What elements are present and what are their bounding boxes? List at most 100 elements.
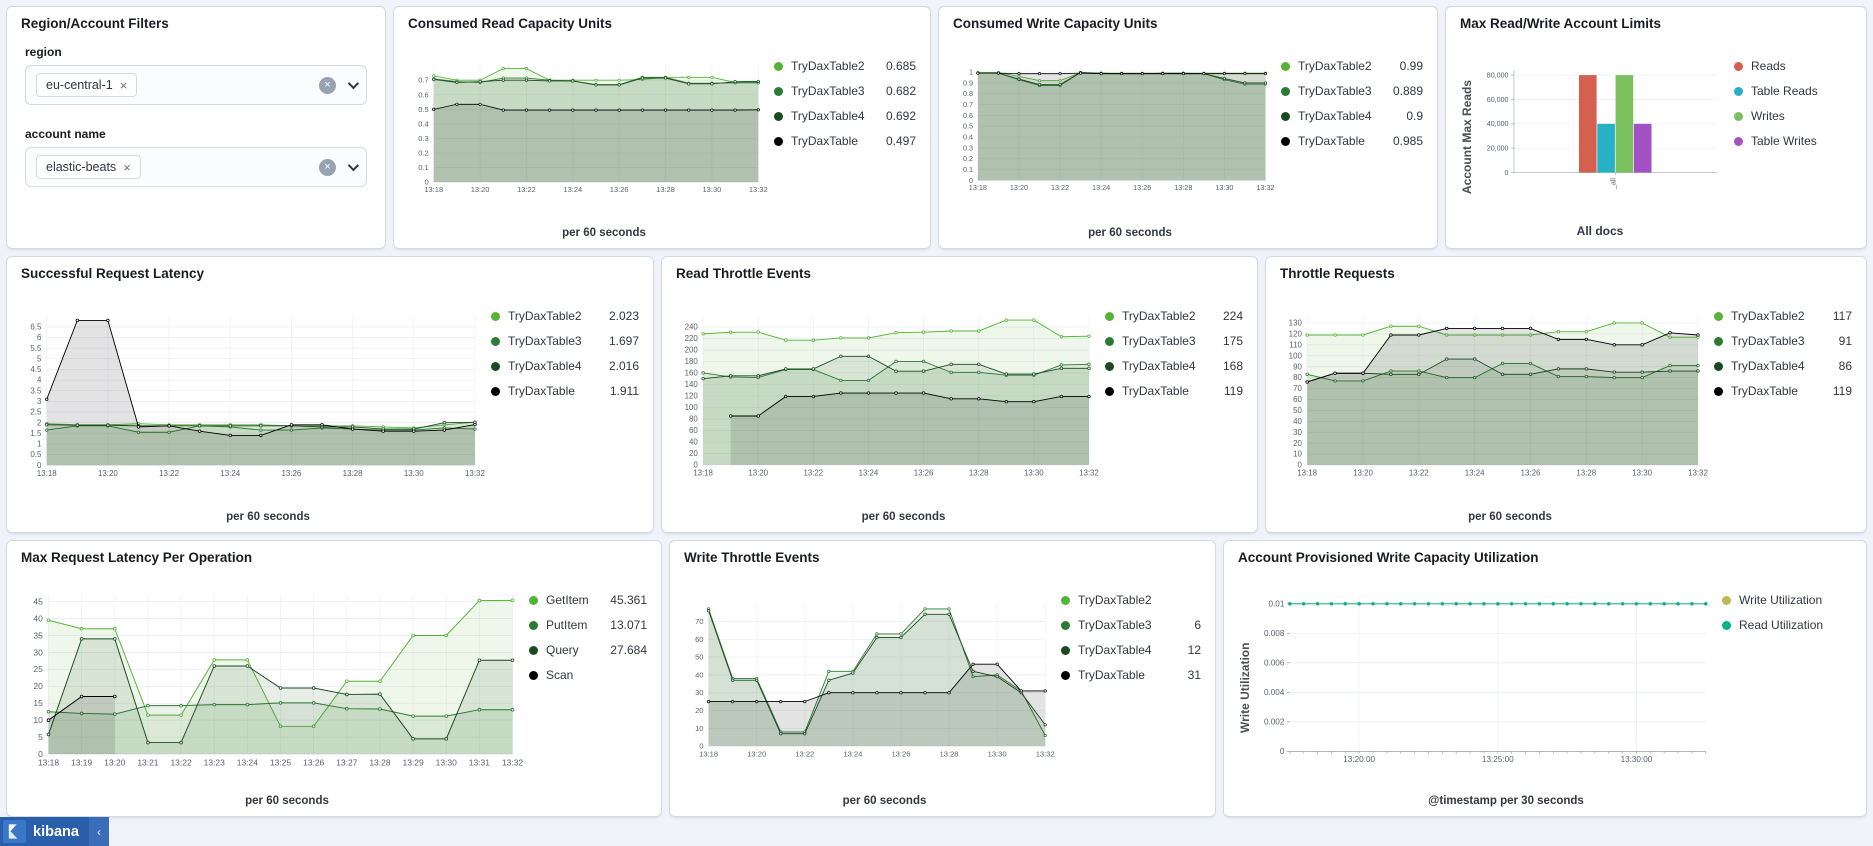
svg-text:90: 90 (1293, 362, 1302, 371)
legend-item-trydaxtable3[interactable]: TryDaxTable3 0.682 (774, 84, 916, 98)
svg-text:15: 15 (33, 698, 43, 708)
legend-series-label: GetItem (546, 593, 589, 607)
legend-item-read-utilization[interactable]: Read Utilization (1722, 618, 1852, 632)
svg-text:80: 80 (689, 415, 698, 424)
legend-item-trydaxtable4[interactable]: TryDaxTable4 0.692 (774, 109, 916, 123)
svg-text:10: 10 (1293, 450, 1302, 459)
legend-item-trydaxtable2[interactable]: TryDaxTable2 2.023 (491, 309, 639, 323)
kibana-brand-label: kibana (33, 823, 79, 840)
legend-series-dot-icon (1061, 620, 1070, 630)
legend-series-dot-icon (774, 86, 783, 96)
svg-text:3: 3 (37, 397, 42, 406)
legend-series-label: TryDaxTable4 (1078, 643, 1152, 657)
legend-series-dot-icon (774, 61, 783, 71)
clear-selection-icon[interactable]: × (319, 158, 336, 176)
svg-text:13:31: 13:31 (469, 757, 490, 767)
legend-item-trydaxtable[interactable]: TryDaxTable 0.985 (1281, 134, 1423, 148)
legend-item-trydaxtable4[interactable]: TryDaxTable4 0.9 (1281, 109, 1423, 123)
kibana-brand[interactable]: kibana (0, 817, 89, 846)
chevron-down-icon[interactable] (347, 159, 360, 172)
svg-text:13:28: 13:28 (343, 469, 363, 478)
account-name-field: account name elastic-beats × × (25, 127, 367, 187)
svg-text:60,000: 60,000 (1487, 96, 1509, 104)
legend-item-writes[interactable]: Writes (1734, 109, 1852, 123)
svg-text:13:22: 13:22 (170, 757, 191, 767)
region-field: region eu-central-1 × × (25, 45, 367, 105)
account-name-combobox[interactable]: elastic-beats × × (25, 147, 367, 187)
legend-item-trydaxtable3[interactable]: TryDaxTable3 6 (1061, 618, 1201, 632)
legend-item-trydaxtable4[interactable]: TryDaxTable4 168 (1105, 359, 1243, 373)
legend-item-trydaxtable[interactable]: TryDaxTable 0.497 (774, 134, 916, 148)
dashboard-grid: Region/Account Filters region eu-central… (6, 6, 1867, 817)
x-axis-label: per 60 seconds (861, 511, 946, 523)
remove-chip-icon[interactable]: × (119, 77, 128, 93)
chevron-down-icon[interactable] (347, 77, 360, 90)
panel-title: Consumed Write Capacity Units (953, 16, 1158, 31)
legend-item-putitem[interactable]: PutItem 13.071 (529, 618, 647, 632)
legend-item-trydaxtable2[interactable]: TryDaxTable2 0.685 (774, 59, 916, 73)
legend-item-trydaxtable[interactable]: TryDaxTable 119 (1714, 384, 1852, 398)
svg-text:40: 40 (33, 613, 43, 623)
collapse-nav-button[interactable]: ‹ (88, 817, 109, 846)
svg-text:110: 110 (1289, 340, 1302, 349)
legend-item-trydaxtable4[interactable]: TryDaxTable4 86 (1714, 359, 1852, 373)
svg-text:13:29: 13:29 (402, 757, 423, 767)
panel-consumed-write-capacity: Consumed Write Capacity Units 0 0.1 0.2 0.3… (938, 6, 1438, 249)
x-axis-label: per 60 seconds (226, 511, 310, 523)
svg-text:40: 40 (1293, 417, 1302, 426)
legend-item-trydaxtable[interactable]: TryDaxTable 1.911 (491, 384, 639, 398)
legend-item-reads[interactable]: Reads (1734, 59, 1852, 73)
svg-text:0.002: 0.002 (1264, 718, 1285, 727)
legend-item-trydaxtable4[interactable]: TryDaxTable4 12 (1061, 643, 1201, 657)
svg-text:2: 2 (37, 418, 42, 427)
svg-text:0.6: 0.6 (963, 111, 973, 120)
legend-item-trydaxtable4[interactable]: TryDaxTable4 2.016 (491, 359, 639, 373)
svg-text:2.5: 2.5 (30, 408, 42, 417)
svg-text:13:28: 13:28 (1576, 469, 1596, 478)
svg-text:240: 240 (685, 323, 699, 332)
legend-item-trydaxtable2[interactable]: TryDaxTable2 117 (1714, 309, 1852, 323)
legend-item-trydaxtable2[interactable]: TryDaxTable2 0.99 (1281, 59, 1423, 73)
svg-text:13:20: 13:20 (747, 749, 766, 758)
legend-series-dot-icon (1714, 386, 1723, 396)
legend-item-query[interactable]: Query 27.684 (529, 643, 647, 657)
legend-series-label: Scan (546, 668, 574, 682)
legend-item-trydaxtable3[interactable]: TryDaxTable3 0.889 (1281, 84, 1423, 98)
legend-item-getitem[interactable]: GetItem 45.361 (529, 593, 647, 607)
svg-text:13:24: 13:24 (237, 757, 258, 767)
remove-chip-icon[interactable]: × (123, 159, 131, 175)
legend-series-label: TryDaxTable (791, 134, 858, 148)
legend-item-trydaxtable3[interactable]: TryDaxTable3 1.697 (491, 334, 639, 348)
legend-item-trydaxtable2[interactable]: TryDaxTable2 224 (1105, 309, 1243, 323)
svg-text:13:20: 13:20 (471, 185, 490, 194)
legend-item-trydaxtable[interactable]: TryDaxTable 31 (1061, 668, 1201, 682)
legend-item-trydaxtable2[interactable]: TryDaxTable2 (1061, 593, 1201, 607)
account-name-chip[interactable]: elastic-beats × (36, 155, 141, 179)
svg-text:50: 50 (1293, 406, 1302, 415)
svg-text:4.5: 4.5 (30, 365, 42, 374)
legend-item-write-utilization[interactable]: Write Utilization (1722, 593, 1852, 607)
x-axis-label: @timestamp per 30 seconds (1428, 795, 1584, 807)
legend-series-dot-icon (1734, 136, 1743, 146)
svg-text:13:20:00: 13:20:00 (1343, 755, 1375, 764)
svg-text:20: 20 (689, 449, 698, 458)
svg-text:60: 60 (1293, 395, 1302, 404)
legend-item-trydaxtable3[interactable]: TryDaxTable3 91 (1714, 334, 1852, 348)
svg-text:6: 6 (37, 333, 42, 342)
legend-item-trydaxtable[interactable]: TryDaxTable 119 (1105, 384, 1243, 398)
region-combobox[interactable]: eu-central-1 × × (25, 65, 367, 105)
svg-text:30: 30 (695, 688, 703, 697)
clear-selection-icon[interactable]: × (319, 76, 336, 94)
svg-text:0.5: 0.5 (30, 450, 42, 459)
legend-series-label: PutItem (546, 618, 588, 632)
legend-item-table-writes[interactable]: Table Writes (1734, 134, 1852, 148)
y-axis-label: Account Max Reads (1460, 79, 1474, 194)
legend-series-value: 13.071 (610, 618, 647, 632)
x-axis-label: per 60 seconds (1088, 227, 1172, 239)
legend-item-table-reads[interactable]: Table Reads (1734, 84, 1852, 98)
region-chip[interactable]: eu-central-1 × (36, 73, 138, 97)
legend-item-trydaxtable3[interactable]: TryDaxTable3 175 (1105, 334, 1243, 348)
legend-item-scan[interactable]: Scan (529, 668, 647, 682)
svg-text:0.2: 0.2 (418, 149, 428, 158)
svg-text:13:19: 13:19 (71, 757, 92, 767)
